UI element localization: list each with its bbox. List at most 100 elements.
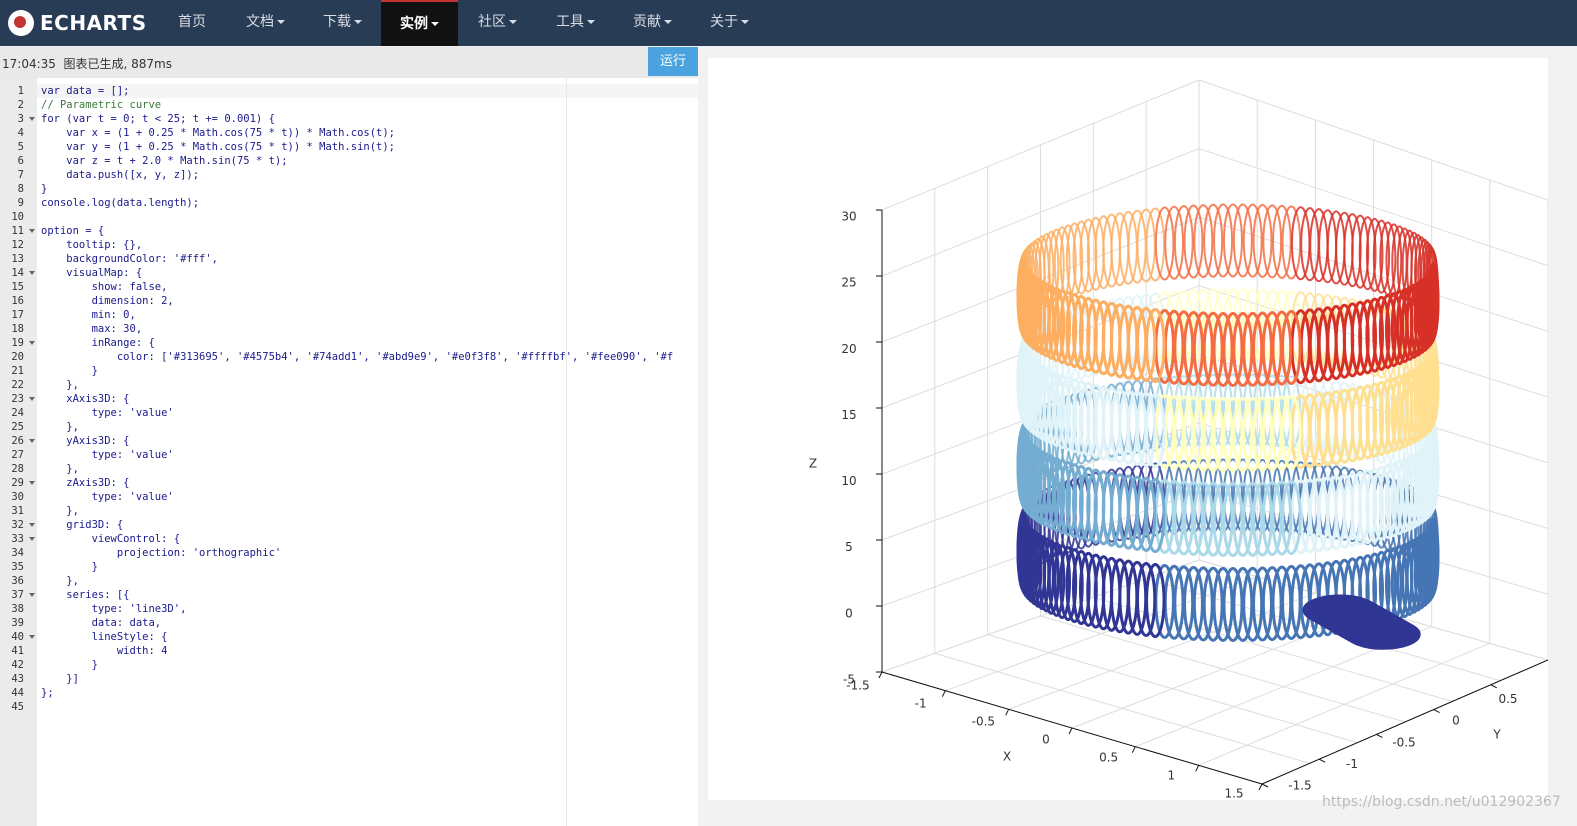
- line-number: 14: [11, 267, 24, 279]
- coil: [1053, 544, 1072, 620]
- line-number: 29: [11, 477, 24, 489]
- coil: [1053, 289, 1072, 365]
- coil: [1401, 540, 1418, 616]
- code-line: var y = (1 + 0.25 * Math.cos(75 * t)) * …: [41, 141, 396, 153]
- z-tick-label: 10: [841, 474, 856, 488]
- z-tick-label: 20: [841, 342, 856, 356]
- fold-toggle[interactable]: [29, 397, 35, 401]
- coil: [1372, 295, 1391, 371]
- fold-toggle[interactable]: [29, 229, 35, 233]
- line-number: 40: [11, 631, 24, 643]
- fold-toggle[interactable]: [29, 439, 35, 443]
- x-tick: [941, 690, 946, 697]
- coil: [1358, 216, 1377, 291]
- status: 17:04:35 图表已生成, 887ms: [2, 57, 172, 71]
- line-number: 30: [11, 491, 24, 503]
- line-number: 25: [11, 421, 24, 433]
- line-number: 37: [11, 589, 24, 601]
- nav-item[interactable]: 下载: [305, 0, 380, 46]
- coil: [1378, 378, 1397, 454]
- code-line: max: 30,: [41, 323, 143, 335]
- code-line: lineStyle: {: [41, 631, 168, 643]
- nav-item[interactable]: 工具: [538, 0, 613, 46]
- coil: [1242, 566, 1264, 642]
- code-line: var data = [];: [41, 85, 130, 97]
- line-number: 31: [11, 505, 24, 517]
- coil: [1072, 550, 1091, 626]
- coil: [1193, 204, 1214, 279]
- fold-toggle[interactable]: [29, 341, 35, 345]
- coil: [1059, 546, 1078, 622]
- coil: [1396, 373, 1414, 449]
- code-line: type: 'line3D',: [41, 603, 187, 615]
- coil: [1192, 481, 1214, 557]
- line-number: 35: [11, 561, 24, 573]
- line-number: 5: [17, 141, 24, 153]
- nav-item[interactable]: 社区: [460, 0, 535, 46]
- line-number: 24: [11, 407, 24, 419]
- code-line: zAxis3D: {: [41, 477, 130, 489]
- fold-toggle[interactable]: [29, 523, 35, 527]
- fold-toggle[interactable]: [29, 593, 35, 597]
- nav-item[interactable]: 实例: [381, 0, 458, 46]
- coil: [1390, 375, 1409, 451]
- coil: [1351, 214, 1370, 289]
- x-tick: [1131, 746, 1136, 753]
- coil: [1183, 480, 1204, 556]
- run-button[interactable]: 运行: [648, 47, 698, 76]
- code-editor[interactable]: 1 2 3 4 5 6 7 8 9 10 11 12 13 14 15 16 17 18 19 20 21 22 23 24 2…: [0, 78, 698, 826]
- code-line: for (var t = 0; t < 25; t += 0.001) {: [41, 113, 275, 125]
- coil: [1345, 618, 1421, 650]
- code-line: }]: [41, 673, 79, 685]
- logo-text: ECHARTS: [40, 11, 147, 35]
- coil: [1271, 310, 1293, 386]
- code-line: data.push([x, y, z]);: [41, 169, 200, 181]
- line-number: 44: [11, 687, 24, 699]
- coil: [1261, 481, 1283, 557]
- logo[interactable]: ECHARTS: [8, 6, 147, 40]
- code-line: type: 'value': [41, 407, 174, 419]
- x-tick: [1195, 765, 1200, 772]
- line-number: 9: [17, 197, 24, 209]
- x-tick-label: 1: [1168, 769, 1176, 783]
- line-number: 38: [11, 603, 24, 615]
- coil: [1222, 397, 1244, 473]
- coil: [1396, 458, 1414, 534]
- nav-item[interactable]: 关于: [692, 0, 767, 46]
- coil: [1202, 481, 1224, 557]
- x-tick: [1068, 727, 1073, 735]
- coil: [1271, 395, 1293, 471]
- print-margin: [566, 78, 567, 826]
- line-number: 42: [11, 659, 24, 671]
- fold-toggle[interactable]: [29, 117, 35, 121]
- code-line: visualMap: {: [41, 267, 143, 279]
- y-tick-label: -1.5: [1288, 779, 1311, 793]
- code-line: dimension: 2,: [41, 295, 174, 307]
- coil: [1072, 380, 1091, 456]
- code-line: data: data,: [41, 617, 162, 629]
- z-tick-label: 0: [845, 606, 853, 620]
- code-line: };: [41, 687, 54, 699]
- y-tick: [1318, 758, 1326, 763]
- coil: [1072, 465, 1091, 541]
- x-tick: [1258, 783, 1263, 791]
- fold-toggle[interactable]: [29, 481, 35, 485]
- nav-item[interactable]: 贡献: [615, 0, 690, 46]
- coil: [1192, 566, 1214, 642]
- coil: [1202, 396, 1224, 472]
- nav-item[interactable]: 首页: [178, 14, 206, 30]
- nav-item[interactable]: 文档: [228, 0, 303, 46]
- coil: [1078, 296, 1098, 372]
- coil: [1078, 381, 1098, 457]
- code-line: color: ['#313695', '#4575b4', '#74add1',…: [41, 351, 674, 363]
- line-number: 4: [17, 127, 24, 139]
- fold-toggle[interactable]: [29, 537, 35, 541]
- code-line: }: [41, 561, 98, 573]
- line-number: 27: [11, 449, 24, 461]
- code-line: option = {: [41, 225, 105, 237]
- coil: [1271, 204, 1292, 279]
- coil: [1183, 395, 1204, 471]
- fold-toggle[interactable]: [29, 635, 35, 639]
- fold-toggle[interactable]: [29, 271, 35, 275]
